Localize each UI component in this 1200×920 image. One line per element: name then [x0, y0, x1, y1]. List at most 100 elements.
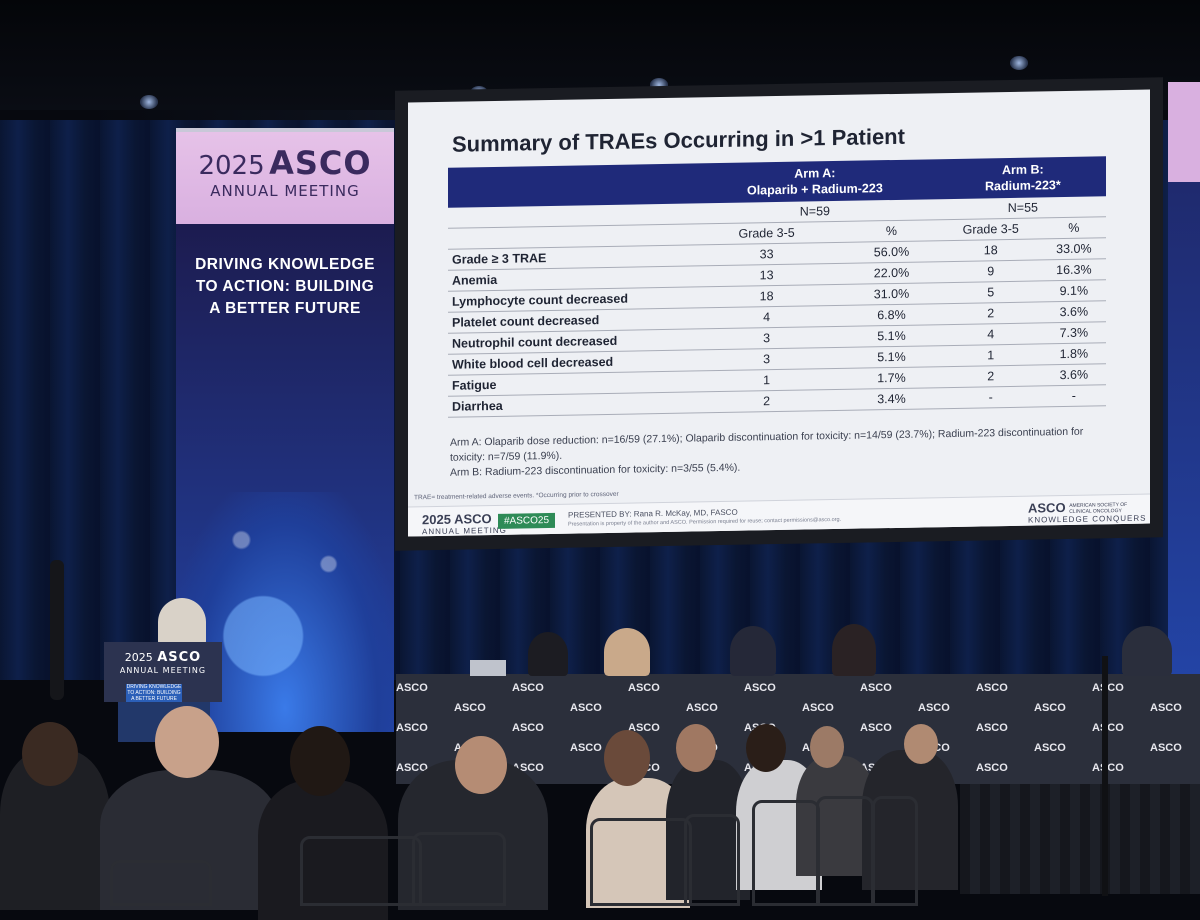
laptop-icon	[470, 660, 506, 676]
audience-member	[100, 770, 280, 910]
microphone-stand-icon	[1102, 656, 1108, 896]
tagline-line: DRIVING KNOWLEDGE	[195, 256, 375, 273]
arm-b-count: 4	[939, 322, 1042, 346]
arm-a-count: 1	[690, 368, 844, 393]
tagline-line: A BETTER FUTURE	[209, 300, 361, 317]
table-asco-logo: ASCO	[1034, 742, 1066, 754]
footer-subtitle: ANNUAL MEETING	[422, 525, 507, 537]
arm-b-count: 2	[939, 301, 1042, 325]
panelist	[604, 628, 650, 676]
table-asco-logo: ASCO	[1034, 702, 1066, 714]
arm-b-pct: 3.6%	[1041, 363, 1106, 386]
arm-a-header: Arm A: Olaparib + Radium-223	[690, 159, 940, 204]
chair	[590, 818, 692, 906]
table-asco-logo: ASCO	[512, 682, 544, 694]
chair	[110, 860, 212, 906]
arm-b-count: 1	[939, 343, 1042, 367]
table-asco-logo: ASCO	[1150, 702, 1182, 714]
banner-subtitle: ANNUAL MEETING	[210, 182, 360, 200]
table-asco-logo: ASCO	[860, 682, 892, 694]
arm-a-count: 3	[690, 347, 844, 372]
table-asco-logo: ASCO	[976, 722, 1008, 734]
audience-member	[155, 706, 219, 778]
arm-b-pct: 7.3%	[1041, 321, 1106, 344]
arm-b-pct: 33.0%	[1041, 237, 1106, 260]
slide-footnote: Arm A: Olaparib dose reduction: n=16/59 …	[450, 424, 1110, 481]
arm-a-count: 4	[690, 305, 844, 330]
table-asco-logo: ASCO	[686, 702, 718, 714]
stage-light-icon	[140, 95, 158, 109]
banner-tagline: DRIVING KNOWLEDGE TO ACTION: BUILDING A …	[176, 254, 394, 320]
arm-a-pct: 5.1%	[843, 345, 940, 369]
panelist	[832, 624, 876, 676]
chair	[684, 814, 740, 906]
podium-tag: DRIVING KNOWLEDGE TO ACTION: BUILDING A …	[126, 684, 182, 702]
table-asco-logo: ASCO	[628, 722, 660, 734]
arm-b-pct: 16.3%	[1041, 258, 1106, 281]
footer-brand: ASCO	[454, 511, 492, 527]
col-header-pct: %	[843, 219, 940, 243]
podium-subtitle: ANNUAL MEETING	[119, 666, 207, 675]
arm-b-pct: 9.1%	[1041, 279, 1106, 302]
slide-title: Summary of TRAEs Occurring in >1 Patient	[452, 123, 905, 157]
panelist	[528, 632, 568, 676]
table-asco-logo: ASCO	[860, 722, 892, 734]
podium-brand: ASCO	[157, 650, 202, 665]
audience-member	[862, 750, 958, 890]
arm-a-pct: 22.0%	[843, 261, 940, 285]
row-label: Diarrhea	[448, 392, 690, 418]
presenter-credit: PRESENTED BY: Rana R. McKay, MD, FASCO	[568, 507, 738, 520]
audience-member	[290, 726, 350, 796]
chair	[752, 800, 820, 906]
arm-b-count: 2	[939, 364, 1042, 388]
footer-year: 2025	[422, 511, 451, 528]
arm-a-subtitle: Olaparib + Radium-223	[746, 181, 883, 198]
banner-logo: 2025 ASCO ANNUAL MEETING	[176, 132, 394, 224]
chair	[412, 832, 506, 906]
table-asco-logo: ASCO	[396, 762, 428, 774]
table-asco-logo: ASCO	[512, 722, 544, 734]
audience	[0, 700, 1000, 920]
arm-b-n: N=55	[939, 196, 1106, 220]
audience-member	[455, 736, 507, 794]
abbrev-note: TRAE= treatment-related adverse events. …	[414, 490, 619, 502]
arm-a-pct: 3.4%	[843, 387, 940, 411]
arm-b-count: 9	[939, 259, 1042, 283]
audience-member	[746, 724, 786, 772]
table-asco-logo: ASCO	[396, 722, 428, 734]
tagline-line: TO ACTION: BUILDING	[195, 278, 375, 295]
trae-table: Arm A: Olaparib + Radium-223 Arm B: Radi…	[448, 156, 1106, 418]
arm-a-count: 13	[690, 263, 844, 288]
arm-b-pct: 1.8%	[1041, 342, 1106, 365]
panelist	[1122, 626, 1172, 676]
header-blank	[448, 163, 690, 208]
arm-a-pct: 1.7%	[843, 366, 940, 390]
table-asco-logo: ASCO	[454, 702, 486, 714]
arm-a-pct: 5.1%	[843, 324, 940, 348]
arm-a-count: 33	[690, 242, 844, 267]
table-asco-logo: ASCO	[744, 682, 776, 694]
panel-table: ASCO ASCO ASCO ASCO ASCO ASCO ASCO ASCO ASCO ASCO…	[396, 674, 1200, 784]
arm-b-header: Arm B: Radium-223*	[939, 156, 1106, 200]
podium-year: 2025	[124, 651, 153, 664]
table-asco-logo: ASCO	[396, 682, 428, 694]
audience-member	[258, 780, 388, 920]
arm-b-count: 18	[939, 238, 1042, 262]
hashtag-badge: #ASCO25	[498, 512, 556, 529]
arm-a-pct: 56.0%	[843, 240, 940, 264]
table-asco-logo: ASCO	[802, 702, 834, 714]
audience-member	[676, 724, 716, 772]
audience-member	[810, 726, 844, 768]
arm-a-pct: 6.8%	[843, 303, 940, 327]
table-asco-logo: ASCO	[570, 742, 602, 754]
footer-logo: 2025 ASCO ANNUAL MEETING	[422, 511, 507, 536]
arm-b-count: -	[939, 385, 1042, 409]
table-asco-logo: ASCO	[918, 702, 950, 714]
col-header-pct: %	[1041, 216, 1106, 239]
audience-member	[904, 724, 938, 764]
right-banner-partial	[1168, 82, 1200, 682]
banner-brand: ASCO	[269, 144, 372, 182]
org-name: AMERICAN SOCIETY OF CLINICAL ONCOLOGY	[1069, 501, 1128, 515]
arm-a-count: 2	[690, 389, 844, 414]
arm-a-count: 3	[690, 326, 844, 351]
